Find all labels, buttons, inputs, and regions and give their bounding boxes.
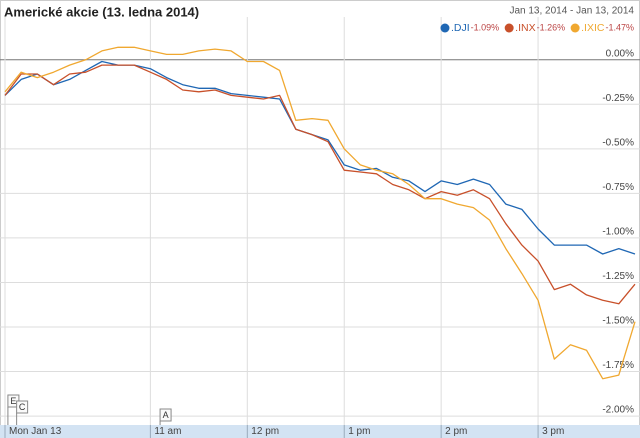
legend-change: -1.47% <box>605 22 634 32</box>
y-tick-label: -0.50% <box>602 137 634 148</box>
annotation-label: E <box>10 396 16 406</box>
legend-label: .IXIC <box>581 22 605 34</box>
annotation-label: A <box>163 410 169 420</box>
legend-label: .DJI <box>451 22 470 34</box>
series-line <box>4 64 636 305</box>
y-tick-label: -1.50% <box>602 316 634 327</box>
date-range: Jan 13, 2014 - Jan 13, 2014 <box>509 6 634 17</box>
series-line <box>4 60 636 255</box>
x-tick-label: 12 pm <box>251 426 279 437</box>
legend-marker <box>570 23 580 33</box>
legend-label: .INX <box>515 22 535 34</box>
series-line <box>4 46 636 380</box>
y-tick-label: -2.00% <box>602 405 634 416</box>
x-tick-label: 11 am <box>154 426 181 437</box>
legend-item: -1.47%.IXIC <box>570 22 634 34</box>
y-tick-label: -1.00% <box>602 227 634 238</box>
legend-change: -1.09% <box>471 22 500 32</box>
annotation-flag <box>16 400 29 414</box>
y-tick-label: -0.75% <box>602 182 634 193</box>
annotation-flag <box>159 408 172 422</box>
legend-marker <box>504 23 514 33</box>
chart-title: Americké akcie (13. ledna 2014) <box>4 4 199 19</box>
legend-item: -1.26%.INX <box>504 22 566 34</box>
x-tick-label: 3 pm <box>542 426 564 437</box>
x-tick-label: 2 pm <box>445 426 467 437</box>
y-tick-label: -1.75% <box>602 360 634 371</box>
legend-item: -1.09%.DJI <box>440 22 499 34</box>
y-tick-label: -0.25% <box>602 93 634 104</box>
y-tick-label: -1.25% <box>602 271 634 282</box>
x-tick-label: Mon Jan 13 <box>9 426 62 437</box>
annotation-label: C <box>19 402 26 412</box>
y-tick-label: 0.00% <box>606 48 634 59</box>
x-tick-label: 1 pm <box>348 426 370 437</box>
legend-change: -1.26% <box>537 22 566 32</box>
legend-marker <box>440 23 450 33</box>
x-axis-bar <box>0 425 640 438</box>
